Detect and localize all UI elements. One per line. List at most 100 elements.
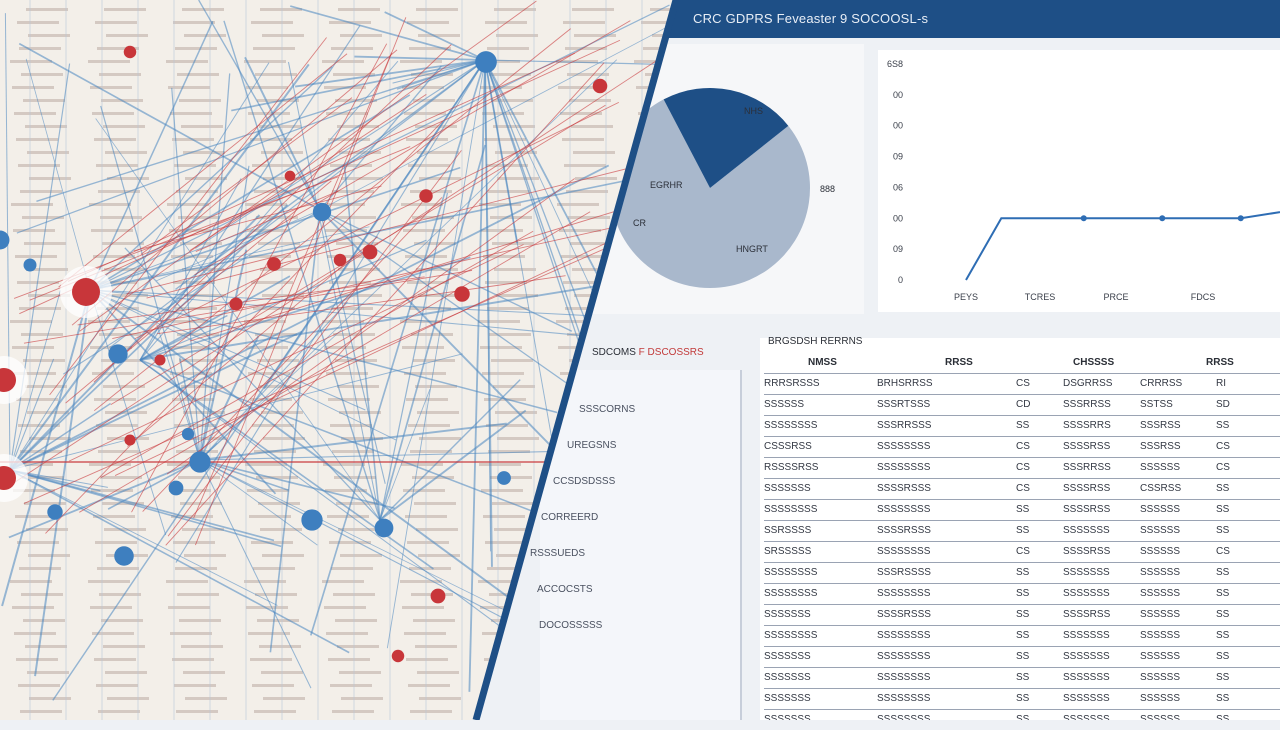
network-node[interactable] bbox=[0, 466, 16, 490]
network-node[interactable] bbox=[0, 368, 16, 392]
network-node[interactable] bbox=[108, 344, 128, 364]
network-node[interactable] bbox=[419, 189, 433, 203]
table-row[interactable]: CSSSRSS SSSSSSSS CS SSSSRSS SSSRSS CS bbox=[764, 436, 1280, 457]
network-node[interactable] bbox=[301, 509, 323, 531]
network-node[interactable] bbox=[47, 504, 63, 520]
line-series[interactable] bbox=[965, 211, 1280, 281]
text-row bbox=[184, 554, 226, 557]
text-row bbox=[174, 424, 216, 427]
table-row[interactable]: SSSSSSSS SSSSSSSS SS SSSSSSS SSSSSS SS bbox=[764, 625, 1280, 646]
table-cell: SS bbox=[1216, 630, 1230, 641]
text-row bbox=[168, 346, 210, 349]
table-row[interactable]: SRSSSSS SSSSSSSS CS SSSSRSS SSSSSS CS bbox=[764, 541, 1280, 562]
table-cell: SSSSSSS bbox=[764, 672, 811, 683]
table-row[interactable]: SSSSSSSS SSSSSSSS SS SSSSRSS SSSSSS SS bbox=[764, 499, 1280, 520]
table-row[interactable]: SSSSSSSS SSSRRSSS SS SSSSRRS SSSRSS SS bbox=[764, 415, 1280, 436]
text-row bbox=[330, 684, 372, 687]
table-cell: SSSSSSSS bbox=[764, 420, 818, 431]
network-node[interactable] bbox=[168, 480, 184, 496]
table-row[interactable]: SSSSSSS SSSSRSSS SS SSSSRSS SSSSSS SS bbox=[764, 604, 1280, 625]
table-row[interactable]: SSSSSSS SSSSSSSS SS SSSSSSS SSSSSS SS bbox=[764, 709, 1280, 720]
table-row[interactable]: RRRSRSSS BRHSRRSS CS DSGRRSS CRRRSS RI bbox=[764, 373, 1280, 394]
table-cell: SSSSSSSS bbox=[877, 588, 931, 599]
table-cell: SS bbox=[1016, 525, 1030, 536]
text-row bbox=[409, 567, 451, 570]
network-node[interactable] bbox=[312, 202, 332, 222]
text-row bbox=[170, 372, 212, 375]
network-node[interactable] bbox=[114, 546, 134, 566]
network-node[interactable] bbox=[72, 278, 100, 306]
text-row bbox=[12, 86, 54, 89]
table-row[interactable]: SSSSSSS SSSSRSSS CS SSSSRSS CSSRSS SS bbox=[764, 478, 1280, 499]
data-point[interactable] bbox=[1237, 215, 1244, 222]
table-cell: CS bbox=[1216, 462, 1230, 473]
table-row[interactable]: SSSSSS SSSRTSSS CD SSSRRSS SSTSS SD bbox=[764, 394, 1280, 415]
data-point[interactable] bbox=[1159, 215, 1166, 222]
network-edge bbox=[89, 66, 333, 291]
table-cell: SSSSSSS bbox=[1063, 672, 1110, 683]
network-node[interactable] bbox=[475, 51, 497, 73]
list-title-accent: F DSCOSSRS bbox=[638, 347, 704, 358]
network-node[interactable] bbox=[124, 434, 136, 446]
table-row[interactable]: SSSSSSSS SSSSSSSS SS SSSSSSS SSSSSS SS bbox=[764, 583, 1280, 604]
text-row bbox=[565, 47, 607, 50]
list-item[interactable]: CORREERD bbox=[541, 512, 599, 523]
text-row bbox=[253, 567, 295, 570]
text-row bbox=[326, 112, 368, 115]
network-node[interactable] bbox=[454, 286, 470, 302]
list-item[interactable]: RSSSUEDS bbox=[530, 548, 586, 559]
column-header[interactable]: CHSSSS bbox=[1073, 357, 1115, 368]
network-node[interactable] bbox=[229, 297, 243, 311]
network-node[interactable] bbox=[181, 427, 195, 441]
network-node[interactable] bbox=[0, 230, 10, 250]
network-node[interactable] bbox=[154, 354, 166, 366]
table-cell: SS bbox=[1016, 504, 1030, 515]
list-item[interactable]: UREGSNS bbox=[567, 440, 617, 451]
table-row[interactable]: SSSSSSS SSSSSSSS SS SSSSSSS SSSSSS SS bbox=[764, 667, 1280, 688]
text-row bbox=[417, 411, 459, 414]
line-chart[interactable]: 6S8 00 00 09 06 00 09 0 PEYS TCRES PRCE FDCS bbox=[878, 50, 1280, 312]
text-row bbox=[414, 242, 456, 245]
network-node[interactable] bbox=[592, 78, 608, 94]
network-node[interactable] bbox=[189, 451, 211, 473]
text-row bbox=[20, 710, 62, 713]
pie-label: 888 bbox=[820, 184, 836, 194]
text-row bbox=[571, 125, 613, 128]
network-edge bbox=[9, 63, 71, 471]
table-row[interactable]: SSSSSSSS SSSRSSSS SS SSSSSSS SSSSSS SS bbox=[764, 562, 1280, 583]
table-row[interactable]: SSSSSSS SSSSSSSS SS SSSSSSS SSSSSS SS bbox=[764, 688, 1280, 709]
column-header[interactable]: NMSS bbox=[808, 357, 837, 368]
network-node[interactable] bbox=[333, 253, 347, 267]
text-row bbox=[325, 229, 367, 232]
network-edge bbox=[77, 276, 425, 326]
text-row bbox=[92, 632, 134, 635]
network-node[interactable] bbox=[430, 588, 446, 604]
text-row bbox=[407, 281, 449, 284]
network-node[interactable] bbox=[362, 244, 378, 260]
text-row bbox=[94, 398, 136, 401]
table-row[interactable]: RSSSSRSS SSSSSSSS CS SSSRRSS SSSSSS CS bbox=[764, 457, 1280, 478]
network-node[interactable] bbox=[267, 257, 281, 271]
network-node[interactable] bbox=[23, 258, 37, 272]
list-item[interactable]: DOCOSSSSS bbox=[539, 620, 603, 631]
network-node[interactable] bbox=[123, 45, 137, 59]
table-row[interactable]: SSSSSSS SSSSSSSS SS SSSSSSS SSSSSS SS bbox=[764, 646, 1280, 667]
text-row bbox=[102, 242, 144, 245]
text-row bbox=[260, 268, 302, 271]
list-item[interactable]: SSSCORNS bbox=[579, 404, 636, 415]
network-edge bbox=[9, 204, 289, 471]
list-item[interactable]: CCSDSDSSS bbox=[553, 476, 616, 487]
list-item[interactable]: ACCOCSTS bbox=[537, 584, 593, 595]
column-header[interactable]: RRSS bbox=[1206, 357, 1234, 368]
text-row bbox=[568, 216, 610, 219]
pie-slice[interactable] bbox=[663, 88, 789, 188]
network-node[interactable] bbox=[497, 471, 511, 485]
column-header[interactable]: RRSS bbox=[945, 357, 973, 368]
table-cell: SSSSSSSS bbox=[877, 546, 931, 557]
table-row[interactable]: SSRSSSS SSSSRSSS SS SSSSSSS SSSSSS SS bbox=[764, 520, 1280, 541]
table-cell: SSSSRRS bbox=[1063, 420, 1111, 431]
data-point[interactable] bbox=[1080, 215, 1087, 222]
network-node[interactable] bbox=[391, 649, 405, 663]
network-node[interactable] bbox=[374, 518, 394, 538]
network-node[interactable] bbox=[284, 170, 296, 182]
